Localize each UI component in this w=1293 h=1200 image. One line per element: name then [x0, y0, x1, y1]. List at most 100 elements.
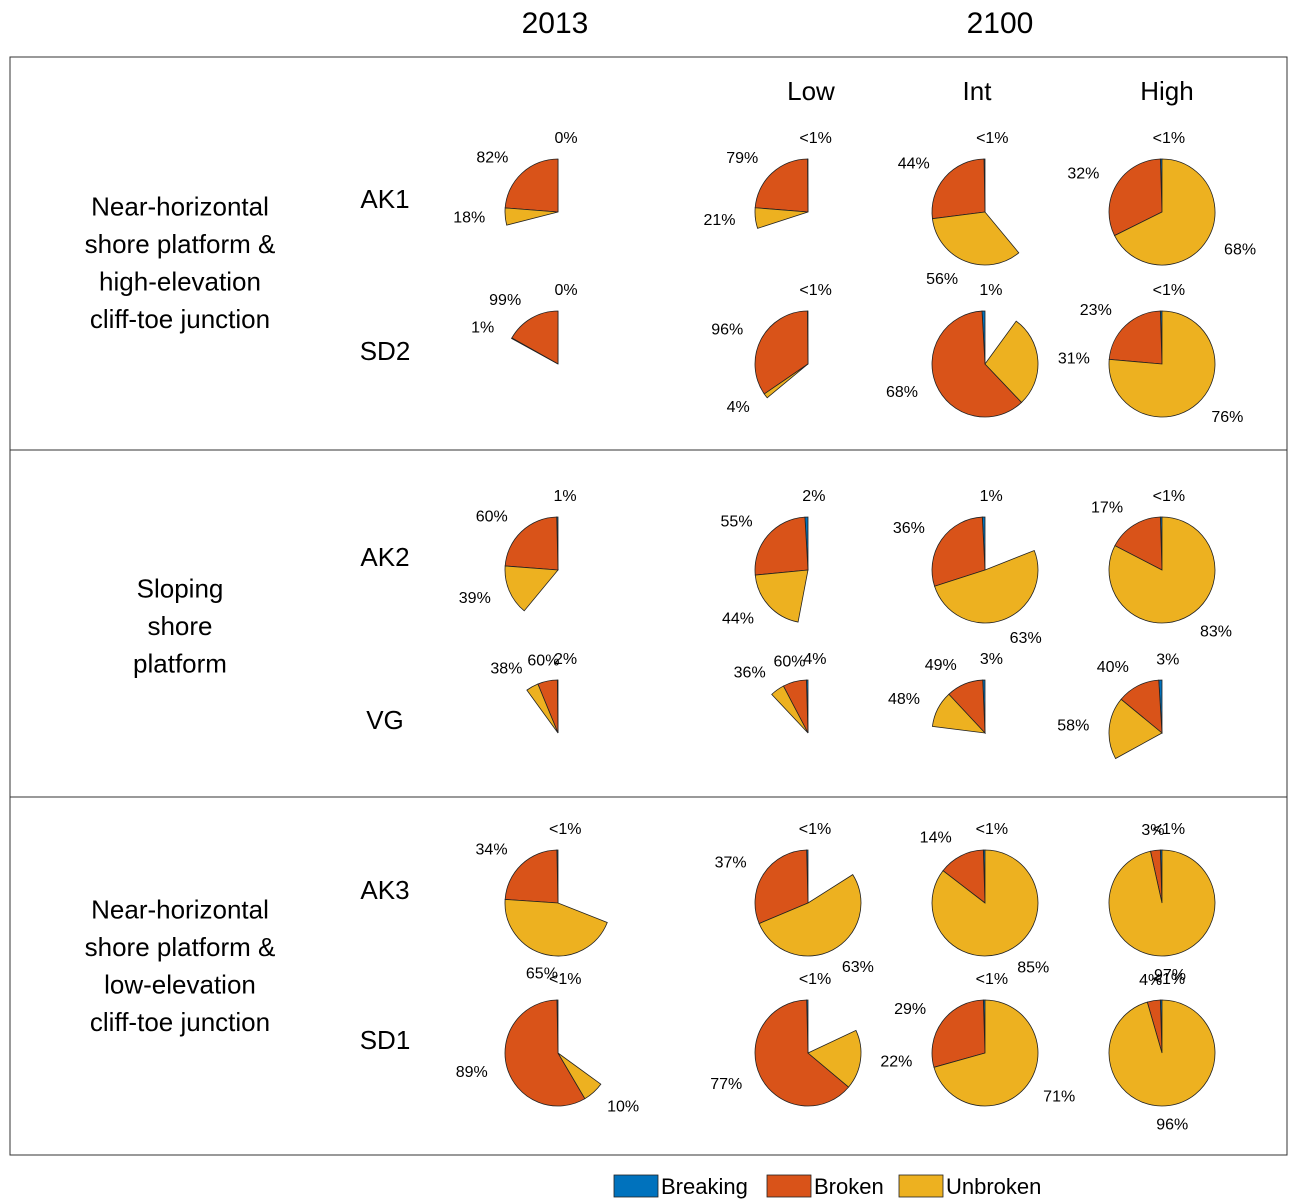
- value-label: 4%: [1139, 972, 1162, 989]
- value-label: <1%: [976, 130, 1008, 147]
- value-label: 49%: [925, 657, 957, 674]
- value-label: 3%: [1141, 822, 1164, 839]
- pie-wedge: [754, 516, 809, 576]
- value-label: 96%: [711, 322, 743, 339]
- value-label: <1%: [799, 821, 831, 838]
- value-label: <1%: [1153, 971, 1185, 988]
- group-label: platform: [133, 648, 227, 678]
- value-label: <1%: [1153, 282, 1185, 299]
- value-label: <1%: [1153, 488, 1185, 505]
- pie-wedge: [807, 1029, 862, 1088]
- value-label: <1%: [799, 130, 831, 147]
- value-label: 2%: [554, 651, 577, 668]
- pie-wedge: [763, 363, 809, 399]
- value-label: 56%: [926, 271, 958, 288]
- value-label: 68%: [1224, 242, 1256, 259]
- pie-wedge: [1108, 310, 1163, 365]
- pie-wedge: [931, 158, 986, 220]
- value-label: 36%: [893, 520, 925, 537]
- value-label: 10%: [607, 1098, 639, 1115]
- legend-label: Unbroken: [946, 1174, 1041, 1199]
- frame: [9, 56, 1288, 1156]
- pie-wedge: [934, 549, 1039, 624]
- value-label: <1%: [799, 971, 831, 988]
- group-label: Near-horizontal: [91, 895, 269, 925]
- value-label: 1%: [471, 320, 494, 337]
- pie-wedge: [754, 310, 809, 395]
- value-label: 2%: [802, 488, 825, 505]
- pie-wedge: [931, 693, 987, 734]
- pie-wedge: [504, 849, 559, 904]
- value-label: 68%: [886, 384, 918, 401]
- value-label: 36%: [734, 665, 766, 682]
- value-label: <1%: [799, 282, 831, 299]
- site-label: AK3: [360, 875, 409, 905]
- value-label: 40%: [1097, 659, 1129, 676]
- value-label: 58%: [1057, 717, 1089, 734]
- value-label: 60%: [476, 508, 508, 525]
- group-label: cliff-toe junction: [90, 304, 270, 334]
- value-label: 97%: [1154, 967, 1186, 984]
- pie-wedge: [1113, 158, 1216, 266]
- pie-wedge: [754, 207, 809, 229]
- value-label: 31%: [1058, 350, 1090, 367]
- value-label: 44%: [898, 155, 930, 172]
- value-label: <1%: [549, 971, 581, 988]
- value-label: 0%: [554, 282, 577, 299]
- group-label: Sloping: [137, 573, 224, 603]
- legend-label: Broken: [814, 1174, 884, 1199]
- value-label: 44%: [722, 610, 754, 627]
- pie-wedge: [1114, 516, 1163, 571]
- value-label: 85%: [1017, 960, 1049, 977]
- site-label: AK1: [360, 184, 409, 214]
- site-label: VG: [366, 705, 404, 735]
- value-label: 0%: [554, 130, 577, 147]
- pie-wedge: [511, 310, 559, 365]
- value-label: 48%: [888, 691, 920, 708]
- legend-swatch: [766, 1174, 812, 1198]
- value-label: 77%: [710, 1076, 742, 1093]
- site-label: SD2: [360, 336, 411, 366]
- legend-swatch: [898, 1174, 944, 1198]
- site-label: SD1: [360, 1025, 411, 1055]
- value-label: 63%: [842, 959, 874, 976]
- pie-wedge: [1108, 698, 1163, 760]
- value-label: 32%: [1067, 166, 1099, 183]
- pie-wedge: [931, 310, 1023, 418]
- group-label: Near-horizontal: [91, 192, 269, 222]
- pie-wedge: [758, 874, 862, 957]
- group-label: shore platform &: [85, 932, 276, 962]
- column-header: 2100: [967, 7, 1034, 40]
- value-label: 3%: [1156, 651, 1179, 668]
- value-label: 29%: [894, 1001, 926, 1018]
- pie-wedge: [931, 211, 1020, 266]
- value-label: 17%: [1091, 499, 1123, 516]
- pie-wedge: [511, 337, 559, 365]
- legend-label: Breaking: [661, 1174, 748, 1199]
- group-label: cliff-toe junction: [90, 1007, 270, 1037]
- pie-wedge: [1108, 516, 1216, 624]
- value-label: 21%: [703, 212, 735, 229]
- value-label: 37%: [715, 855, 747, 872]
- value-label: 39%: [459, 590, 491, 607]
- pie-wedge: [754, 158, 809, 213]
- pie-wedge: [984, 320, 1039, 403]
- value-label: 22%: [880, 1054, 912, 1071]
- value-label: 14%: [920, 829, 952, 846]
- value-label: 34%: [476, 841, 508, 858]
- pie-wedge: [933, 999, 1039, 1107]
- pie-wedge: [771, 685, 809, 734]
- pie-wedge: [1108, 849, 1216, 957]
- pie-wedge: [557, 1052, 602, 1100]
- value-label: 65%: [526, 965, 558, 982]
- value-label: 18%: [453, 210, 485, 227]
- value-label: 76%: [1211, 409, 1243, 426]
- value-label: 4%: [727, 399, 750, 416]
- value-label: 38%: [490, 660, 522, 677]
- site-label: AK2: [360, 542, 409, 572]
- value-label: 23%: [1080, 302, 1112, 319]
- pie-wedge: [754, 999, 850, 1107]
- pie-wedge: [1108, 999, 1216, 1107]
- value-label: <1%: [976, 821, 1008, 838]
- pie-wedge: [931, 999, 986, 1068]
